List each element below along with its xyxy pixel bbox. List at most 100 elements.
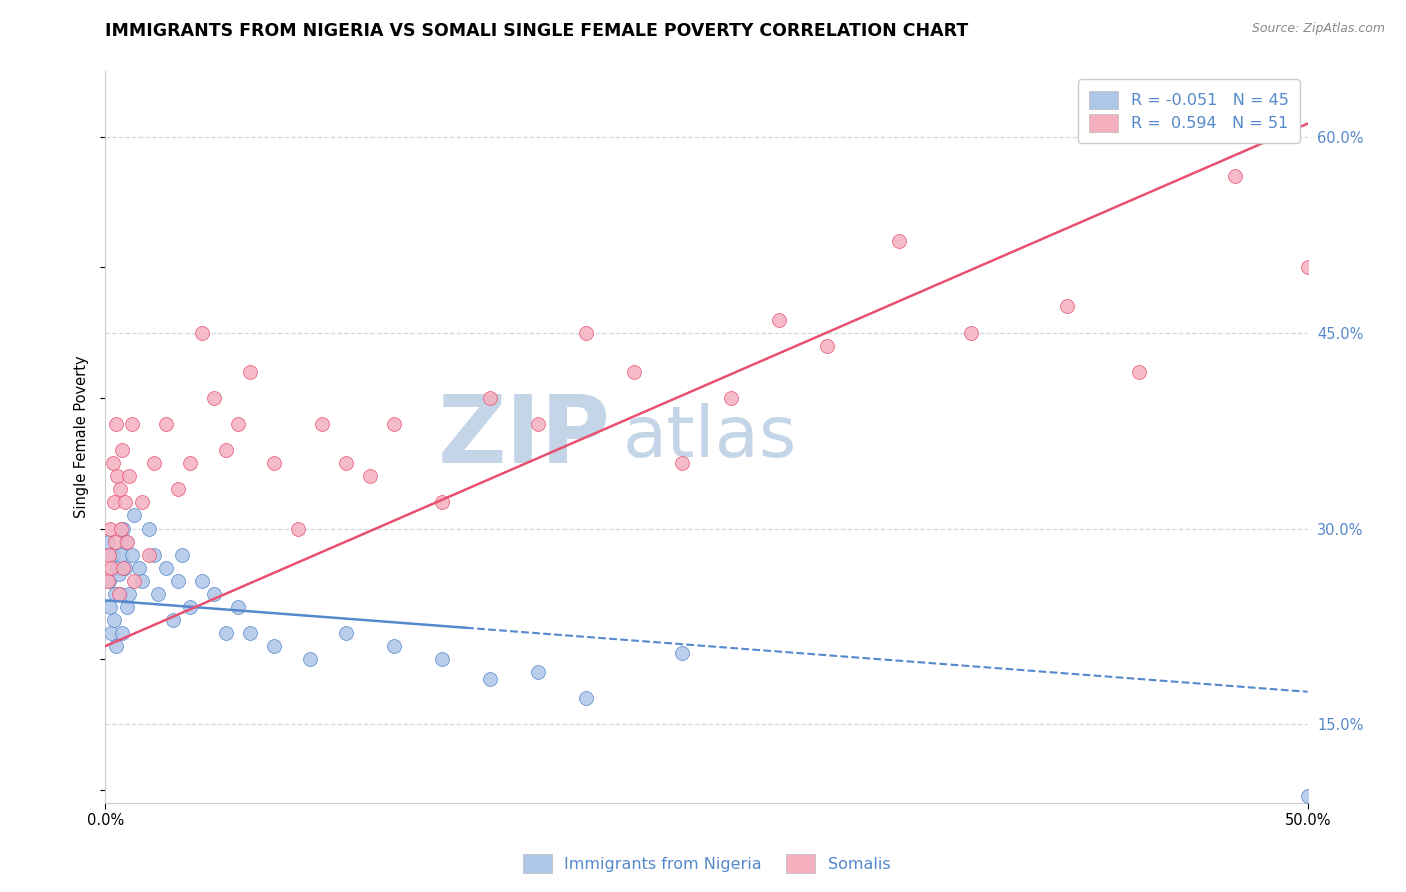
Point — [1296, 789, 1319, 804]
Point — [104, 534, 127, 549]
Point — [298, 652, 321, 666]
Point — [118, 469, 141, 483]
Point — [479, 391, 502, 405]
Point — [335, 456, 357, 470]
Point — [110, 548, 132, 562]
Point — [166, 574, 188, 588]
Point — [110, 521, 132, 535]
Point — [131, 574, 153, 588]
Y-axis label: Single Female Poverty: Single Female Poverty — [75, 356, 90, 518]
Point — [107, 567, 129, 582]
Point — [287, 521, 309, 535]
Point — [214, 626, 236, 640]
Point — [311, 417, 333, 431]
Point — [226, 417, 249, 431]
Point — [382, 417, 405, 431]
Text: IMMIGRANTS FROM NIGERIA VS SOMALI SINGLE FEMALE POVERTY CORRELATION CHART: IMMIGRANTS FROM NIGERIA VS SOMALI SINGLE… — [105, 22, 969, 40]
Point — [100, 560, 122, 574]
Point — [128, 560, 150, 574]
Point — [148, 587, 170, 601]
Point — [1225, 169, 1247, 183]
Point — [575, 691, 598, 706]
Point — [575, 326, 598, 340]
Point — [97, 534, 120, 549]
Point — [226, 599, 249, 614]
Point — [960, 326, 983, 340]
Point — [124, 508, 146, 523]
Point — [115, 534, 138, 549]
Point — [107, 469, 129, 483]
Point — [101, 548, 124, 562]
Point — [105, 639, 128, 653]
Point — [108, 483, 131, 497]
Text: Source: ZipAtlas.com: Source: ZipAtlas.com — [1251, 22, 1385, 36]
Point — [179, 456, 201, 470]
Point — [142, 548, 165, 562]
Point — [121, 548, 143, 562]
Text: ZIP: ZIP — [437, 391, 610, 483]
Point — [166, 483, 188, 497]
Point — [430, 652, 453, 666]
Point — [111, 443, 134, 458]
Point — [103, 613, 125, 627]
Point — [107, 560, 129, 574]
Point — [98, 599, 121, 614]
Point — [671, 646, 693, 660]
Point — [131, 495, 153, 509]
Point — [97, 574, 120, 588]
Point — [263, 456, 285, 470]
Point — [239, 626, 262, 640]
Point — [98, 574, 121, 588]
Point — [671, 456, 693, 470]
Point — [202, 587, 225, 601]
Point — [179, 599, 201, 614]
Point — [430, 495, 453, 509]
Point — [382, 639, 405, 653]
Point — [527, 417, 550, 431]
Point — [112, 560, 135, 574]
Point — [527, 665, 550, 680]
Point — [108, 587, 131, 601]
Point — [103, 495, 125, 509]
Point — [162, 613, 184, 627]
Point — [768, 312, 790, 326]
Point — [1056, 300, 1078, 314]
Point — [1128, 365, 1150, 379]
Point — [202, 391, 225, 405]
Point — [112, 521, 135, 535]
Point — [263, 639, 285, 653]
Point — [98, 521, 121, 535]
Point — [121, 417, 143, 431]
Point — [115, 534, 138, 549]
Point — [98, 548, 121, 562]
Point — [623, 365, 645, 379]
Point — [359, 469, 381, 483]
Point — [118, 587, 141, 601]
Point — [107, 587, 129, 601]
Point — [138, 548, 160, 562]
Point — [1296, 260, 1319, 275]
Legend: Immigrants from Nigeria, Somalis: Immigrants from Nigeria, Somalis — [516, 847, 897, 879]
Point — [114, 560, 136, 574]
Point — [479, 672, 502, 686]
Point — [239, 365, 262, 379]
Point — [142, 456, 165, 470]
Text: atlas: atlas — [623, 402, 797, 472]
Point — [104, 587, 127, 601]
Point — [155, 560, 177, 574]
Point — [101, 456, 124, 470]
Point — [115, 599, 138, 614]
Point — [124, 574, 146, 588]
Point — [214, 443, 236, 458]
Point — [155, 417, 177, 431]
Point — [190, 326, 212, 340]
Point — [190, 574, 212, 588]
Point — [105, 417, 128, 431]
Point — [335, 626, 357, 640]
Point — [720, 391, 742, 405]
Point — [887, 234, 910, 248]
Point — [114, 495, 136, 509]
Point — [111, 626, 134, 640]
Point — [172, 548, 194, 562]
Point — [138, 521, 160, 535]
